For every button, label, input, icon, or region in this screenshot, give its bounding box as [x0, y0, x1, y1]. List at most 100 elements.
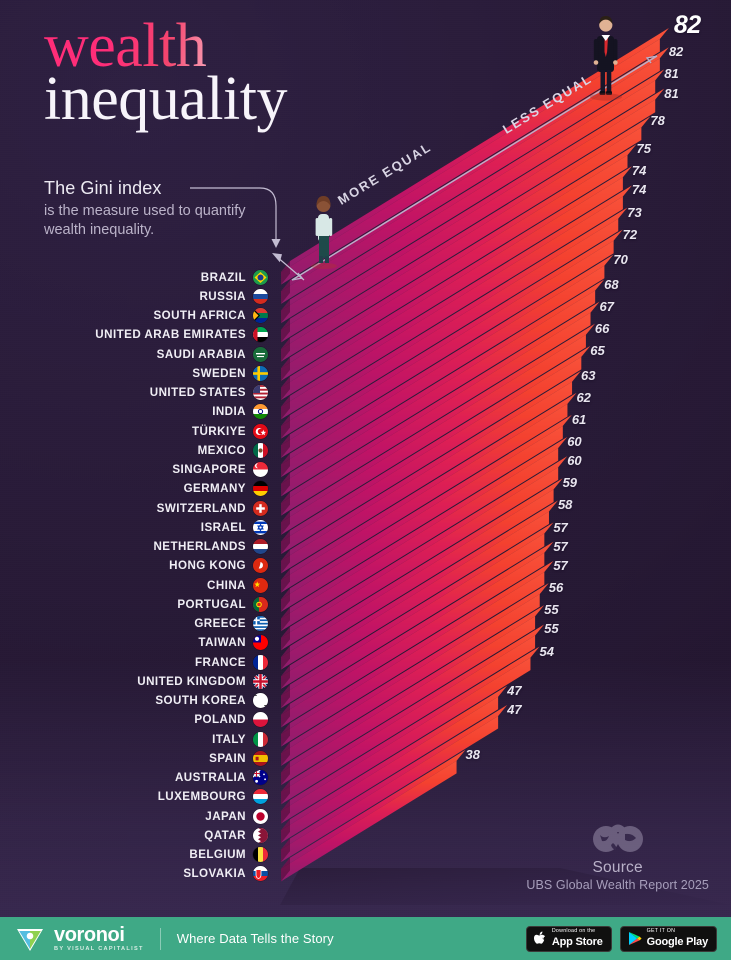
- flag-portugal-icon: [253, 596, 268, 612]
- app-store-badge[interactable]: Download on the App Store: [525, 925, 612, 952]
- country-name: SOUTH KOREA: [155, 694, 246, 707]
- country-name: SWEDEN: [192, 366, 246, 380]
- bar-value-label: 54: [539, 643, 554, 659]
- bar-top-face: [281, 301, 600, 503]
- country-name: ITALY: [212, 732, 246, 746]
- gini-annotation: The Gini index is the measure used to qu…: [44, 178, 254, 241]
- country-label-row: AUSTRALIA: [175, 769, 268, 787]
- footer-tagline: Where Data Tells the Story: [176, 931, 334, 946]
- country-name: SOUTH AFRICA: [153, 309, 246, 322]
- google-play-badge[interactable]: GET IT ON Google Play: [619, 925, 717, 952]
- brand-subtitle: BY VISUAL CAPITALIST: [54, 945, 144, 952]
- country-label-row: RUSSIA: [199, 287, 268, 305]
- country-name: SAUDI ARABIA: [156, 347, 246, 361]
- flag-germany-icon: [253, 481, 268, 497]
- bar-side-face: [281, 299, 290, 324]
- country-name: INDIA: [212, 405, 246, 419]
- bar: [281, 522, 554, 709]
- bar-top-face: [281, 323, 595, 523]
- brand-name: voronoi: [54, 923, 125, 946]
- flag-sweden-icon: [253, 365, 268, 381]
- bar-side-face: [281, 357, 290, 381]
- country-name: SWITZERLAND: [156, 501, 246, 515]
- bar-value-label: 62: [576, 389, 591, 405]
- footer-divider: [159, 927, 161, 950]
- country-label-row: FRANCE: [195, 653, 268, 671]
- bar-top-face: [281, 345, 591, 542]
- bar-side-face: [281, 530, 290, 555]
- bar-top-face: [281, 605, 545, 773]
- flag-brazil-icon: [253, 269, 268, 285]
- country-label-row: SOUTH AFRICA: [153, 307, 268, 325]
- bar-front-face: [281, 312, 591, 516]
- bar-value-label: 55: [544, 621, 559, 637]
- bar-top-face: [281, 685, 508, 831]
- bar-top-face: [281, 561, 554, 734]
- flag-poland-icon: [253, 712, 268, 728]
- country-name: TÜRKIYE: [191, 424, 246, 438]
- bar-side-face: [281, 280, 290, 304]
- bar-front-face: [281, 290, 596, 497]
- headline: wealth inequality: [44, 15, 287, 130]
- bar-value-label: 57: [553, 519, 568, 535]
- country-label-row: CHINA: [207, 576, 268, 594]
- flag-belgium-icon: [253, 847, 268, 862]
- country-label-row: ISRAEL: [201, 518, 268, 536]
- bar-front-face: [281, 403, 568, 593]
- flag-turkiye-icon: [253, 423, 268, 439]
- bar-side-face: [281, 838, 290, 863]
- apple-icon: [533, 931, 545, 944]
- flag-luxembourg-icon: [253, 789, 268, 805]
- flag-switzerland-icon: [253, 500, 268, 516]
- bar-front-face: [281, 489, 554, 670]
- bar-value-label: 47: [507, 701, 522, 717]
- country-name: AUSTRALIA: [174, 771, 246, 784]
- country-name: UNITED KINGDOM: [137, 674, 246, 688]
- bar-value-label: 65: [590, 342, 605, 358]
- bar: [281, 541, 554, 728]
- voronoi-logo-icon: [17, 928, 43, 951]
- bar-side-face: [281, 472, 290, 497]
- flag-netherlands-icon: [253, 539, 268, 554]
- source-text: UBS Global Wealth Report 2025: [526, 878, 709, 892]
- bar-value-label: 74: [631, 182, 647, 198]
- voronoi-brand[interactable]: voronoi BY VISUAL CAPITALIST: [14, 925, 144, 953]
- bar-front-face: [281, 448, 559, 632]
- bar-side-face: [281, 646, 290, 670]
- bar-side-face: [281, 703, 290, 728]
- country-label-row: SAUDI ARABIA: [157, 345, 268, 363]
- bar-side-face: [281, 780, 290, 805]
- country-name: LUXEMBOURG: [157, 790, 246, 804]
- source-block: Source UBS Global Wealth Report 2025: [526, 819, 709, 892]
- country-label-row: HONG KONG: [169, 557, 268, 575]
- bar-front-face: [281, 715, 499, 863]
- bar-top-face: [281, 254, 614, 465]
- flag-united-states-icon: [253, 385, 268, 400]
- country-name: SLOVAKIA: [183, 867, 246, 881]
- bar-value-label: 67: [599, 298, 614, 314]
- bar-top-face: [281, 229, 623, 446]
- bar-front-face: [281, 334, 586, 535]
- country-label-row: LUXEMBOURG: [158, 788, 268, 806]
- bar-side-face: [281, 511, 290, 535]
- bar: [281, 704, 508, 863]
- bar-front-face: [281, 425, 563, 612]
- bar-front-face: [281, 696, 499, 843]
- bar-top-face: [281, 414, 572, 600]
- bar-side-face: [281, 338, 290, 362]
- country-label-row: QATAR: [204, 826, 268, 844]
- country-label-row: BRAZIL: [201, 268, 268, 286]
- bar-value-label: 75: [636, 141, 651, 157]
- country-name: FRANCE: [194, 655, 246, 669]
- bar-top-face: [281, 624, 545, 792]
- country-name: ISRAEL: [200, 520, 246, 534]
- bar-side-face: [281, 415, 290, 439]
- bar-value-label: 38: [465, 746, 481, 762]
- country-name: UNITED ARAB EMIRATES: [95, 328, 246, 342]
- country-label-row: UNITED ARAB EMIRATES: [95, 326, 268, 344]
- bar-side-face: [281, 665, 290, 689]
- bar: [281, 392, 577, 593]
- bar: [281, 561, 554, 747]
- bar: [281, 605, 545, 786]
